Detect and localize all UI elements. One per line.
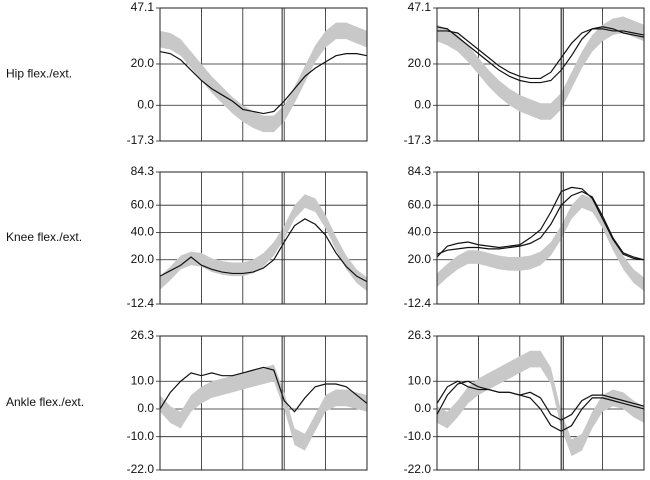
y-tick-label: 47.1 <box>408 0 432 14</box>
plot-frame <box>436 335 645 471</box>
y-tick-label: 60.0 <box>131 197 155 211</box>
plot-frame <box>159 335 368 471</box>
patient-line <box>159 366 368 413</box>
y-tick-label: -12.4 <box>404 296 432 310</box>
y-tick-label: 20.0 <box>408 252 432 266</box>
y-tick-label: -10.0 <box>127 429 155 443</box>
normal-band <box>437 350 644 457</box>
normal-band <box>437 16 644 120</box>
y-tick-label: -12.4 <box>127 296 155 310</box>
y-tick-label: 20.0 <box>408 56 432 70</box>
normal-band <box>160 22 367 133</box>
patient-line <box>436 380 645 421</box>
y-tick-label: 10.0 <box>408 373 432 387</box>
patient-line <box>159 50 368 115</box>
patient-line <box>436 26 645 84</box>
y-tick-label: 0.0 <box>414 401 431 415</box>
y-axis-label: Hip flex./ext. <box>6 67 72 81</box>
y-tick-label: -22.0 <box>404 462 432 476</box>
y-axis-label: Knee flex./ext. <box>6 230 82 244</box>
y-tick-label: 26.3 <box>408 328 432 342</box>
y-tick-label: 40.0 <box>408 225 432 239</box>
patient-line <box>436 380 645 432</box>
y-tick-label: -17.3 <box>127 133 155 147</box>
y-tick-label: -22.0 <box>127 462 155 476</box>
y-tick-label: 0.0 <box>137 401 154 415</box>
y-tick-label: -17.3 <box>404 133 432 147</box>
y-tick-label: 0.0 <box>414 97 431 111</box>
y-tick-label: 10.0 <box>131 373 155 387</box>
y-tick-label: 84.3 <box>131 164 155 178</box>
y-tick-label: 26.3 <box>131 328 155 342</box>
y-tick-label: -10.0 <box>404 429 432 443</box>
patient-line <box>437 28 645 80</box>
normal-band <box>160 364 367 451</box>
y-tick-label: 60.0 <box>408 197 432 211</box>
patient-line <box>436 186 645 261</box>
patient-line <box>159 218 368 283</box>
normal-band <box>437 194 644 292</box>
y-axis-label: Ankle flex./ext. <box>6 395 84 409</box>
y-tick-label: 20.0 <box>131 56 155 70</box>
y-tick-label: 40.0 <box>131 225 155 239</box>
y-tick-label: 47.1 <box>131 0 155 14</box>
y-tick-label: 0.0 <box>137 97 154 111</box>
patient-line <box>436 190 645 261</box>
plot-frame <box>159 7 368 142</box>
plot-frame <box>159 171 368 305</box>
normal-band <box>160 194 367 292</box>
plot-frame <box>436 7 645 142</box>
y-tick-label: 84.3 <box>408 164 432 178</box>
y-tick-label: 20.0 <box>131 252 155 266</box>
plot-frame <box>436 171 645 305</box>
